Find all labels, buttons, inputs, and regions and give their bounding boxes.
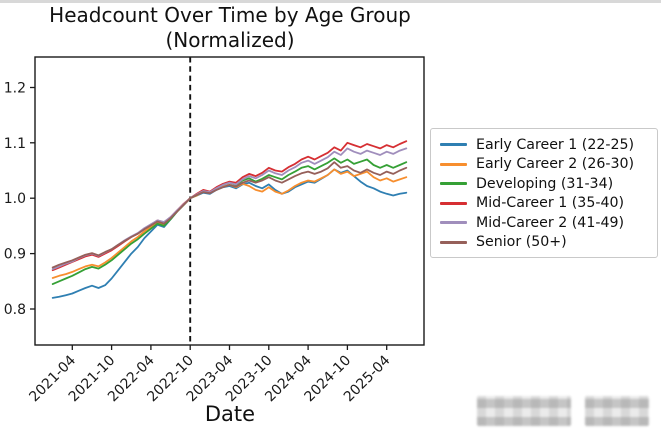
- y-tick-label: 1.0: [4, 191, 26, 207]
- legend-item-label: Mid-Career 1 (35-40): [476, 195, 625, 212]
- legend-item-label: Early Career 1 (22-25): [476, 136, 635, 153]
- chart-title: Headcount Over Time by Age Group: [49, 3, 411, 27]
- series-line: [51, 161, 408, 269]
- legend-line-swatch: [440, 201, 467, 205]
- y-tick-label: 1.1: [4, 136, 26, 152]
- series-line: [51, 168, 408, 299]
- y-tick-label: 0.9: [4, 247, 26, 263]
- blurred-watermark: [477, 396, 571, 426]
- legend-item: Mid-Career 2 (41-49): [440, 213, 648, 233]
- legend-item: Senior (50+): [440, 233, 648, 253]
- legend-item: Early Career 1 (22-25): [440, 135, 648, 155]
- legend-item: Developing (31-34): [440, 174, 648, 194]
- legend-line-swatch: [440, 182, 467, 186]
- legend-line-swatch: [440, 143, 467, 147]
- legend-item: Early Career 2 (26-30): [440, 155, 648, 175]
- legend: Early Career 1 (22-25) Early Career 2 (2…: [430, 128, 658, 258]
- blurred-watermark: [585, 396, 649, 426]
- window-edge: [0, 0, 661, 3]
- chart-subtitle: (Normalized): [165, 28, 295, 52]
- y-tick-label: 0.8: [4, 302, 26, 318]
- legend-item-label: Senior (50+): [476, 234, 567, 251]
- legend-line-swatch: [440, 162, 467, 166]
- series-line: [51, 140, 408, 272]
- legend-item-label: Early Career 2 (26-30): [476, 156, 635, 173]
- legend-item-label: Developing (31-34): [476, 175, 614, 192]
- legend-line-swatch: [440, 240, 467, 244]
- legend-line-swatch: [440, 221, 467, 225]
- legend-item: Mid-Career 1 (35-40): [440, 194, 648, 214]
- x-axis-label: Date: [204, 402, 256, 426]
- series-line: [51, 157, 408, 285]
- y-tick-label: 1.2: [4, 81, 26, 97]
- legend-item-label: Mid-Career 2 (41-49): [476, 214, 625, 231]
- plot-border: [34, 56, 425, 346]
